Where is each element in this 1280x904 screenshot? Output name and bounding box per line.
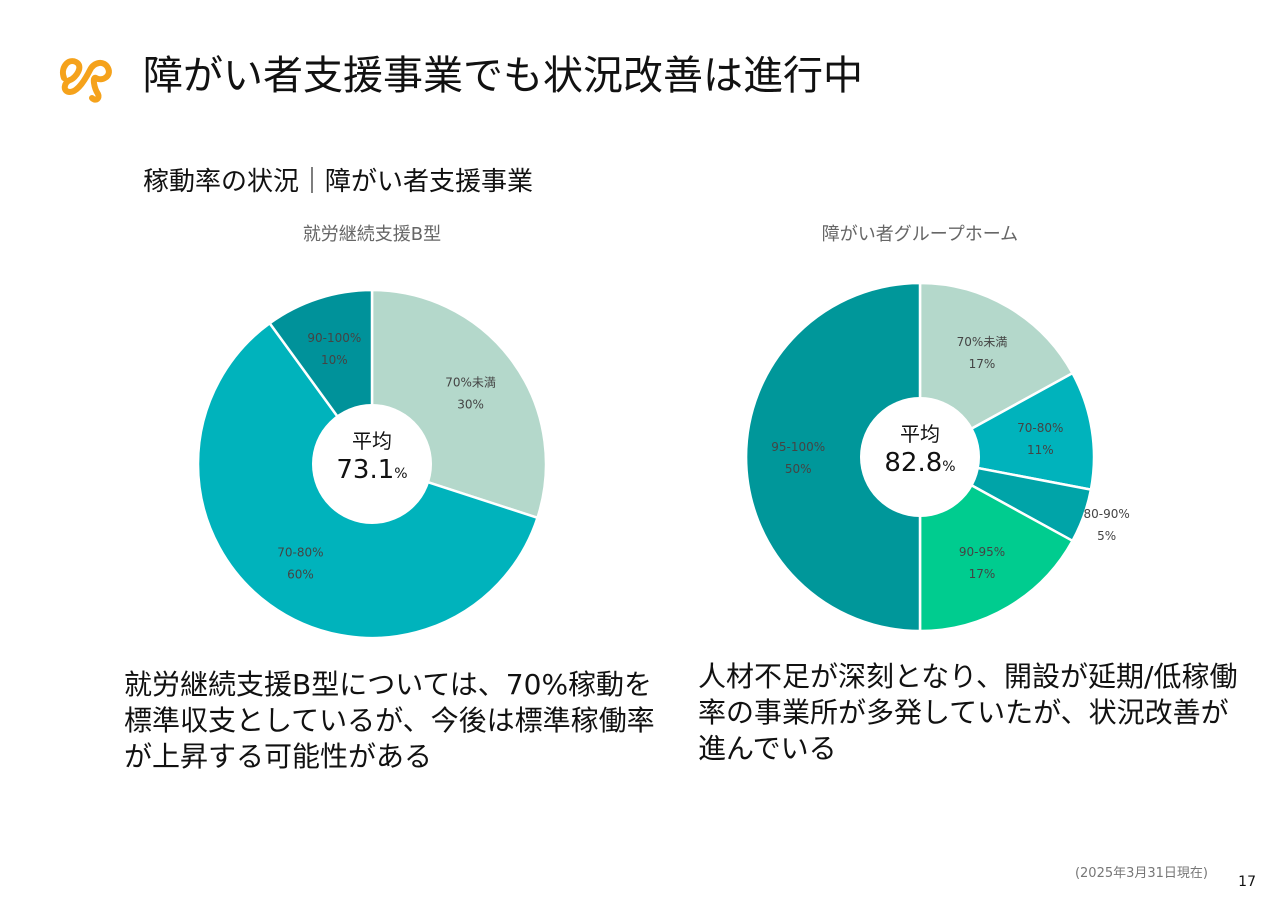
chart-title-left: 就労継続支援B型	[302, 224, 442, 245]
section-subtitle: 稼動率の状況｜障がい者支援事業	[143, 167, 534, 197]
pie-center-group-home	[860, 397, 980, 517]
slice-category-label-b-type-1: 70-80%	[277, 546, 323, 560]
center-label-b-type: 平均	[352, 429, 392, 453]
slice-value-label-b-type-2: 10%	[321, 353, 348, 367]
slice-value-label-b-type-1: 60%	[287, 568, 314, 582]
slice-category-label-group-home-4: 95-100%	[771, 440, 825, 454]
slice-category-label-group-home-1: 70-80%	[1017, 421, 1063, 435]
slice-category-label-b-type-0: 70%未満	[445, 375, 496, 389]
slice-category-label-group-home-0: 70%未満	[957, 335, 1008, 349]
pie-center-b-type	[312, 404, 432, 524]
slice-value-label-group-home-0: 17%	[969, 357, 996, 371]
slice-value-label-b-type-0: 30%	[457, 397, 484, 411]
description-right: 人材不足が深刻となり、開設が延期/低稼働率の事業所が多発していたが、状況改善が進…	[698, 660, 1238, 765]
slice-value-label-group-home-4: 50%	[785, 462, 812, 476]
slice-category-label-b-type-2: 90-100%	[307, 331, 361, 345]
description-left: 就労継続支援B型については、70%稼動を標準収支としているが、今後は標準稼働率が…	[124, 668, 655, 773]
page-number: 17	[1238, 874, 1256, 890]
page-title: 障がい者支援事業でも状況改善は進行中	[143, 53, 863, 99]
slice-value-label-group-home-2: 5%	[1097, 529, 1116, 543]
slice-category-label-group-home-2: 80-90%	[1083, 507, 1129, 521]
company-logo	[56, 48, 120, 104]
date-footnote: (2025年3月31日現在)	[1074, 866, 1208, 881]
center-label-group-home: 平均	[900, 422, 940, 446]
slice-value-label-group-home-3: 17%	[969, 567, 996, 581]
slice-value-label-group-home-1: 11%	[1027, 443, 1054, 457]
chart-title-right: 障がい者グループホーム	[821, 224, 1019, 245]
pie-slice-group-home-4	[744, 281, 922, 633]
center-value-b-type: 73.1%	[336, 455, 407, 485]
center-value-group-home: 82.8%	[884, 448, 955, 478]
slice-category-label-group-home-3: 90-95%	[959, 545, 1005, 559]
